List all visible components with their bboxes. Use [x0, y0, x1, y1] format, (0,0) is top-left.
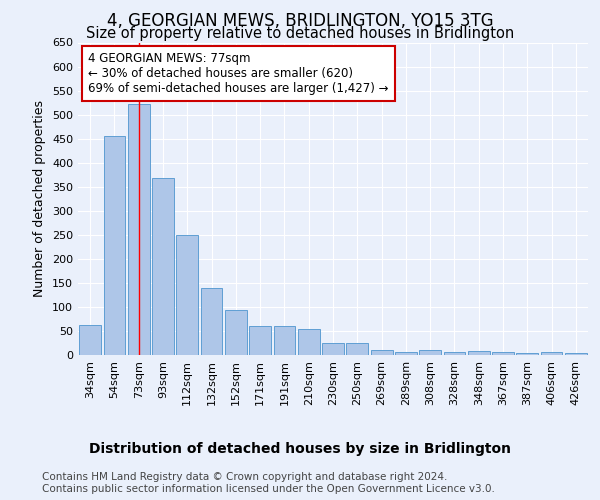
Bar [274, 326, 295, 355]
Text: 4, GEORGIAN MEWS, BRIDLINGTON, YO15 3TG: 4, GEORGIAN MEWS, BRIDLINGTON, YO15 3TG [107, 12, 493, 30]
Bar [371, 350, 392, 355]
Bar [419, 350, 441, 355]
Bar [346, 343, 368, 355]
Text: 4 GEORGIAN MEWS: 77sqm
← 30% of detached houses are smaller (620)
69% of semi-de: 4 GEORGIAN MEWS: 77sqm ← 30% of detached… [88, 52, 389, 95]
Bar [104, 136, 125, 355]
Bar [152, 178, 174, 355]
Text: Distribution of detached houses by size in Bridlington: Distribution of detached houses by size … [89, 442, 511, 456]
Bar [249, 326, 271, 355]
Bar [541, 352, 562, 355]
Bar [565, 352, 587, 355]
Bar [79, 324, 101, 355]
Bar [443, 352, 466, 355]
Bar [322, 343, 344, 355]
Bar [225, 310, 247, 355]
Bar [395, 352, 417, 355]
Bar [517, 352, 538, 355]
Bar [176, 236, 198, 355]
Bar [468, 351, 490, 355]
Text: Contains HM Land Registry data © Crown copyright and database right 2024.: Contains HM Land Registry data © Crown c… [42, 472, 448, 482]
Bar [492, 352, 514, 355]
Bar [298, 328, 320, 355]
Text: Contains public sector information licensed under the Open Government Licence v3: Contains public sector information licen… [42, 484, 495, 494]
Text: Size of property relative to detached houses in Bridlington: Size of property relative to detached ho… [86, 26, 514, 41]
Bar [200, 288, 223, 355]
Y-axis label: Number of detached properties: Number of detached properties [34, 100, 46, 297]
Bar [128, 104, 149, 355]
